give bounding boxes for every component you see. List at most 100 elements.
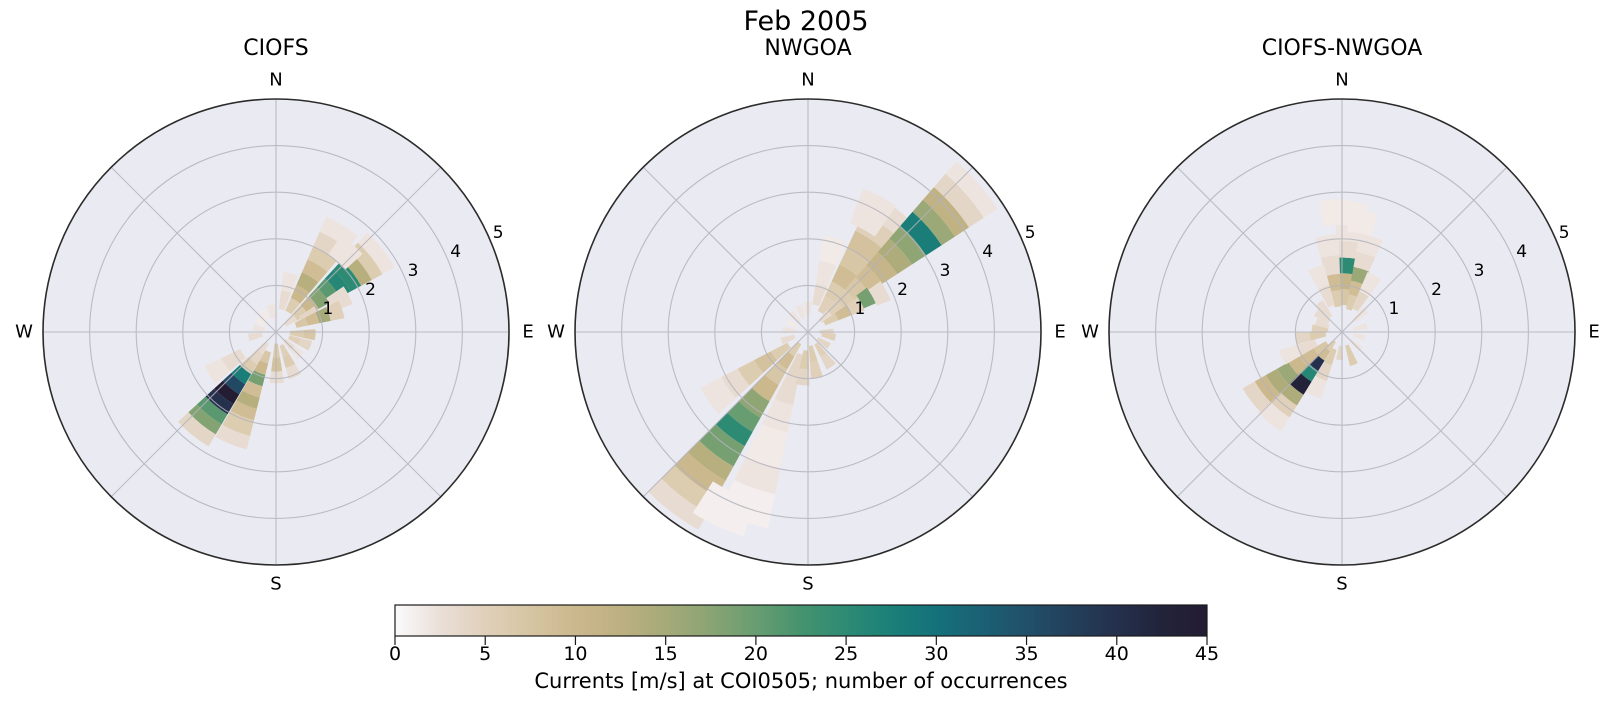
rose-cell [933,173,984,228]
subplot-title-ciofs: CIOFS [243,36,309,61]
polar-outline [42,98,510,566]
rose-cell [1352,333,1366,341]
polar-grid [1109,99,1575,565]
rose-cell [308,287,330,309]
rose-cell [788,341,802,357]
colorbar-tick-label: 35 [1014,643,1038,665]
subplot-title-ciofs-nwgoa: CIOFS-NWGOA [1261,36,1423,61]
rose-cell [856,287,876,309]
rose-cell [1308,264,1330,290]
rose-cell [1356,233,1383,258]
rose-cell [253,360,269,375]
rose-cell [834,305,852,321]
rose-cell [868,281,891,306]
grid-spoke [1341,166,1508,333]
rose-cell [821,332,836,341]
rose-cell [279,343,290,357]
rose-cell [222,410,255,436]
rose-cell [799,350,809,370]
rose-cell [788,310,802,325]
rose-cell [1359,271,1382,297]
rose-cell [1308,355,1325,371]
direction-label-s: S [802,574,813,595]
rose-cell [285,297,301,315]
rose-plot-nwgoa: 1 2 3 4 5 N E S W [547,70,1066,595]
rose-cell [699,424,745,467]
rose-cell [1265,368,1289,394]
colorbar-tick-label: 40 [1105,643,1129,665]
rose-cell [819,235,847,266]
rose-cell [1277,362,1299,385]
grid-spoke [807,331,974,498]
rose-cell [826,300,844,317]
rose-cell [777,351,795,370]
colorbar-tick-label: 20 [744,643,768,665]
grid-spoke [110,166,277,333]
rose-cell [754,351,778,373]
colorbar-tick-label: 0 [389,643,401,665]
rose-cell [1279,344,1302,365]
rose-cell [248,349,263,365]
rose-cell [307,246,337,272]
rose-cell [687,440,734,481]
grid-spoke [275,166,442,333]
rose-cell [774,373,799,406]
direction-label-e: E [1054,322,1065,343]
rose-cells [1242,199,1383,432]
direction-label-s: S [270,574,281,595]
radius-tick-label: 3 [1474,261,1485,281]
rose-cell [221,349,246,372]
polar-grid [575,99,1041,565]
rose-cell [866,251,898,284]
rose-cell [214,380,240,405]
rose-cell [823,313,839,326]
radius-tick-label: 1 [855,299,866,319]
rose-cell [326,300,345,321]
rose-cell [288,335,301,345]
rose-cell [298,338,313,351]
rose-cell [737,359,764,386]
radius-tick-label: 1 [1389,299,1400,319]
rose-cell [795,304,806,320]
grid-spoke [1341,331,1508,498]
direction-label-w: W [547,322,565,343]
rose-cell [692,481,755,537]
rose-cell [1325,340,1336,352]
colorbar-bar [394,604,1208,637]
colorbar-tick-label: 15 [654,643,678,665]
rose-cell [912,199,955,246]
rose-cell [281,271,298,293]
rose-cell [889,225,927,265]
radius-tick-label: 2 [1431,280,1442,300]
grid-spoke [1176,166,1343,333]
grid-spoke [275,331,442,498]
rose-cell [252,324,265,332]
rose-plot-ciofs: 1 2 3 4 5 N E S W [15,70,534,595]
rose-cell [1313,309,1331,324]
rose-cell [721,368,750,399]
rose-cell [738,388,770,418]
direction-label-e: E [522,322,533,343]
radius-tick-label: 5 [1559,223,1570,243]
direction-label-w: W [15,322,33,343]
rose-cell [1346,294,1358,311]
rose-cell [849,188,897,237]
rose-cell [285,363,302,380]
rose-cell [257,341,269,355]
rose-cell [815,260,837,287]
rose-cell [817,296,834,315]
rose-cell [222,372,246,395]
rose-cell [283,314,298,327]
rose-cell [282,353,296,369]
radius-tick-label: 3 [940,261,951,281]
rose-cell [1297,339,1318,356]
rose-cell [248,332,263,342]
colorbar-tick-label: 5 [479,643,491,665]
rose-cell [1299,348,1319,367]
rose-cell [1242,381,1271,413]
direction-label-n: N [1335,70,1348,91]
direction-label-e: E [1588,322,1599,343]
rose-cell [839,247,870,276]
rose-plot-ciofs-nwgoa: 1 2 3 4 5 N E S W [1081,70,1600,595]
